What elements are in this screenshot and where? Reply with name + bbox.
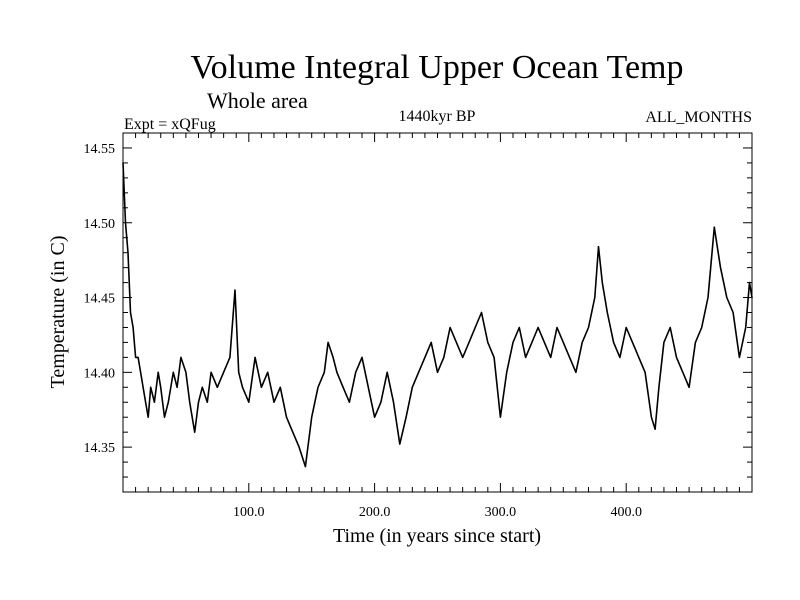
x-tick-label: 200.0 <box>359 505 391 520</box>
tick-labels: 100.0 200.0 300.0 400.0 14.35 14.40 14.45 14.50… <box>84 142 642 520</box>
x-tick-label: 100.0 <box>233 505 265 520</box>
temperature-series-line <box>122 162 753 468</box>
x-axis-label: Time (in years since start) <box>333 525 541 547</box>
y-tick-label: 14.45 <box>84 292 116 307</box>
y-tick-label: 14.50 <box>84 217 116 232</box>
x-tick-label: 300.0 <box>485 505 517 520</box>
axis-ticks <box>123 132 752 493</box>
months-label: ALL_MONTHS <box>645 109 752 126</box>
experiment-label: Expt = xQFug <box>124 116 216 133</box>
x-tick-label: 400.0 <box>610 505 642 520</box>
chart-title: Volume Integral Upper Ocean Temp <box>191 49 684 86</box>
period-label: 1440kyr BP <box>399 108 476 125</box>
y-tick-label: 14.55 <box>84 142 116 157</box>
y-tick-label: 14.35 <box>84 441 116 456</box>
y-tick-label: 14.40 <box>84 366 116 381</box>
chart-subtitle: Whole area <box>207 88 308 113</box>
y-axis-label: Temperature (in C) <box>47 236 69 389</box>
